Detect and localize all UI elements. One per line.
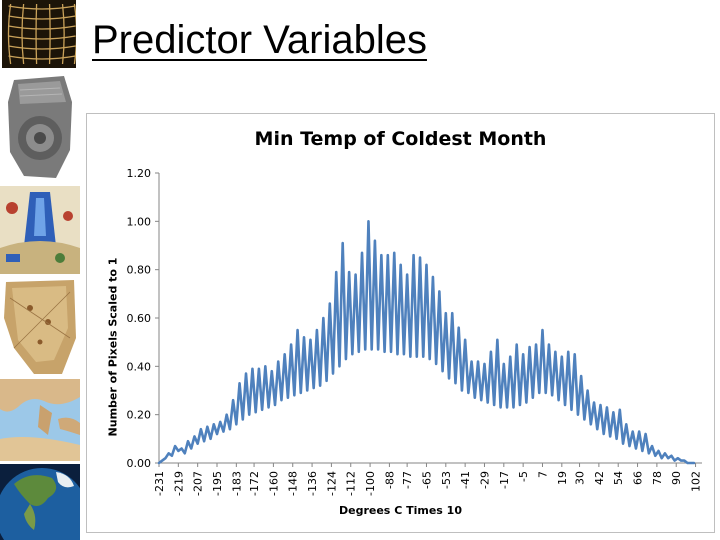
x-tick-label: -100 — [364, 471, 377, 496]
x-tick-label: -148 — [287, 471, 300, 496]
x-tick-label: 19 — [556, 471, 569, 485]
x-tick-label: 102 — [690, 471, 703, 492]
x-tick-label: -53 — [440, 471, 453, 489]
parchment-map-icon — [0, 278, 80, 376]
x-tick-label: -195 — [211, 471, 224, 496]
y-tick-label: 0.20 — [127, 409, 152, 422]
x-tick-label: -41 — [459, 471, 472, 489]
x-tick-label: -17 — [498, 471, 511, 489]
x-tick-label: 7 — [536, 471, 549, 478]
slide-title: Predictor Variables — [92, 18, 427, 62]
x-tick-label: 90 — [670, 471, 683, 485]
grid-map-icon — [2, 0, 76, 68]
mediterranean-map-icon — [0, 379, 80, 461]
x-tick-label: -29 — [478, 471, 491, 489]
clay-tablet-map-icon — [0, 72, 80, 182]
globe-satellite-icon — [0, 464, 80, 540]
y-tick-label: 0.80 — [127, 264, 152, 277]
medieval-map-thumbnail — [0, 186, 80, 274]
x-tick-label: 78 — [651, 471, 664, 485]
x-tick-label: -231 — [153, 471, 166, 496]
medieval-map-icon — [0, 186, 80, 274]
globe-satellite-thumbnail — [0, 464, 80, 540]
chart-title: Min Temp of Coldest Month — [254, 128, 547, 150]
x-tick-label: -172 — [248, 471, 261, 496]
parchment-map-thumbnail — [0, 278, 80, 376]
x-tick-label: -65 — [420, 471, 433, 489]
x-tick-label: -5 — [517, 471, 530, 482]
x-tick-label: 42 — [593, 471, 606, 485]
x-tick-label: 66 — [632, 471, 645, 485]
y-tick-label: 1.00 — [127, 215, 152, 228]
x-tick-label: -207 — [192, 471, 205, 496]
x-tick-label: -183 — [230, 471, 243, 496]
thumbnail-sidebar — [0, 0, 80, 540]
x-tick-label: -112 — [345, 471, 358, 496]
line-chart-plot: 0.00 0.20 0.40 0.60 0.80 1.00 1.20 -231 -219 -207… — [127, 167, 703, 496]
x-tick-label: -77 — [401, 471, 414, 489]
x-tick-label: -124 — [325, 471, 338, 496]
y-tick-label: 0.40 — [127, 360, 152, 373]
y-tick-label: 0.60 — [127, 312, 152, 325]
chart-frame: Min Temp of Coldest Month Number of Pixe… — [86, 113, 715, 533]
series-line — [157, 220, 696, 465]
x-axis-label: Degrees C Times 10 — [339, 504, 462, 517]
x-tick-label: -219 — [172, 471, 185, 496]
mediterranean-map-thumbnail — [0, 379, 80, 461]
grid-map-thumbnail — [2, 0, 76, 68]
x-tick-label: -136 — [306, 471, 319, 496]
y-tick-label: 1.20 — [127, 167, 152, 180]
x-tick-label: 54 — [612, 471, 625, 485]
clay-tablet-thumbnail — [0, 72, 80, 182]
y-tick-label: 0.00 — [127, 457, 152, 470]
x-tick-label: -160 — [267, 471, 280, 496]
x-tick-label: 30 — [574, 471, 587, 485]
x-tick-label: -88 — [383, 471, 396, 489]
